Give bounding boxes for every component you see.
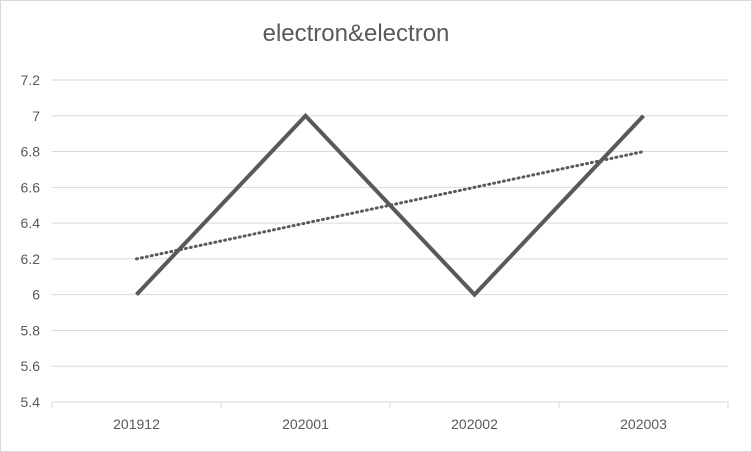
y-tick-label: 7 [32, 108, 40, 124]
y-tick-label: 6.4 [21, 215, 41, 231]
x-tick-label: 202003 [620, 416, 667, 432]
y-tick-label: 5.4 [21, 394, 41, 410]
y-tick-label: 6.2 [21, 251, 41, 267]
y-tick-label: 6.8 [21, 144, 41, 160]
chart-title: electron&electron [262, 20, 450, 47]
x-tick-label: 201912 [113, 416, 160, 432]
y-tick-label: 5.6 [21, 358, 41, 374]
y-tick-label: 6 [32, 287, 40, 303]
series-line [135, 112, 645, 298]
y-tick-label: 5.8 [21, 322, 41, 338]
y-tick-label: 7.2 [21, 72, 41, 88]
x-tick-label: 202002 [451, 416, 498, 432]
y-tick-label: 6.6 [21, 179, 41, 195]
x-tick-label: 202001 [282, 416, 329, 432]
